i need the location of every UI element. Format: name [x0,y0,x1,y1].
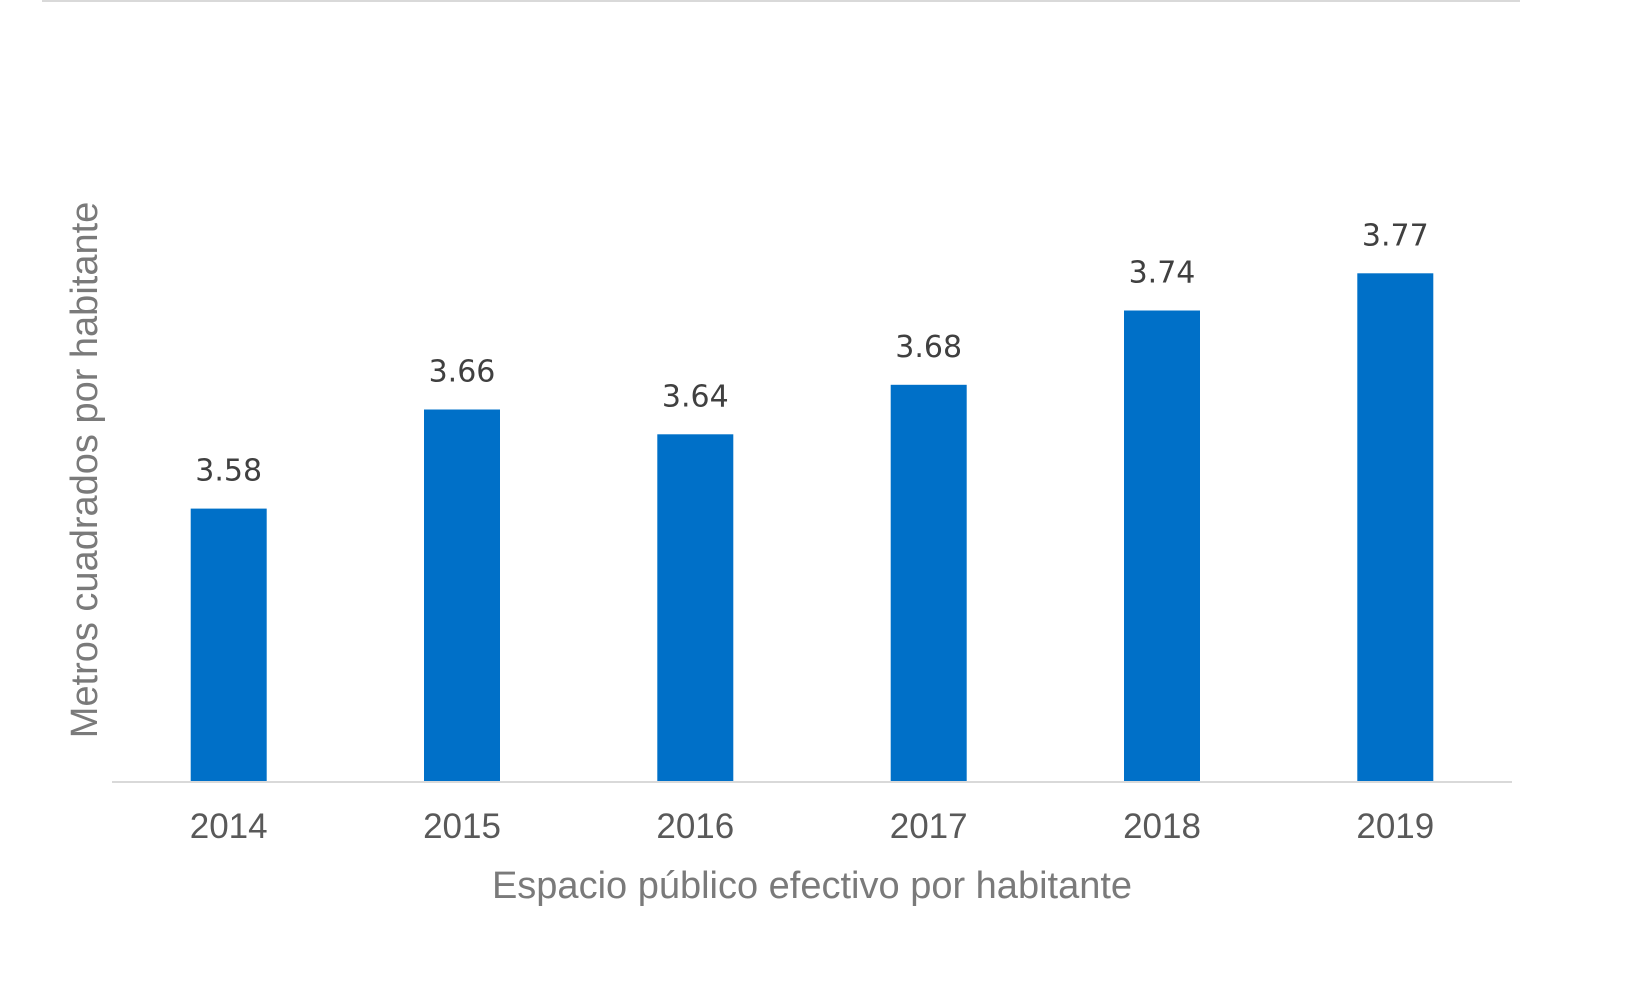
bar-2019 [1357,273,1434,781]
value-label-2018: 3.74 [1129,256,1196,291]
value-label-2016: 3.64 [662,379,729,414]
bar-2014 [190,508,267,781]
bar-2016 [657,434,734,781]
value-label-2019: 3.77 [1362,218,1429,253]
x-tick-label-2014: 2014 [190,807,268,846]
bar-2017 [890,384,967,781]
value-label-2017: 3.68 [895,330,962,365]
value-labels-group: 3.58 3.66 3.64 3.68 3.74 3.77 [195,218,1428,488]
x-tick-label-2017: 2017 [890,807,968,846]
x-tick-label-2019: 2019 [1356,807,1434,846]
y-axis-title: Metros cuadrados por habitante [64,202,106,739]
x-tick-label-2016: 2016 [656,807,734,846]
value-label-2014: 3.58 [195,454,262,489]
value-label-2015: 3.66 [429,355,496,390]
bar-2018 [1124,310,1200,781]
x-tick-label-2015: 2015 [423,807,501,846]
x-tick-labels-group: 2014 2015 2016 2017 2018 2019 [190,807,1434,846]
bars-group [190,273,1434,781]
x-tick-label-2018: 2018 [1123,807,1201,846]
bar-2015 [424,409,500,781]
x-axis-title: Espacio público efectivo por habitante [492,865,1132,907]
